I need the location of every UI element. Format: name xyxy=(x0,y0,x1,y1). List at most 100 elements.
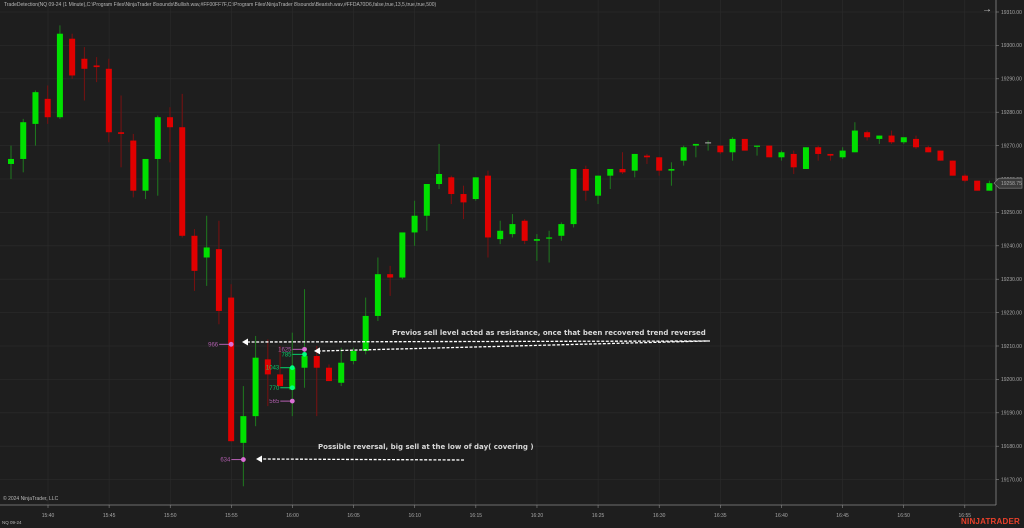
candle-body xyxy=(179,127,186,236)
candle xyxy=(44,85,51,124)
marker-dot xyxy=(228,341,234,347)
time-tick-label: 15:50 xyxy=(164,513,177,519)
candle xyxy=(656,157,663,176)
marker-dot xyxy=(289,365,295,371)
price-tick-label: 19310.00 xyxy=(1001,10,1022,16)
candle xyxy=(130,133,137,198)
candle xyxy=(961,173,968,183)
candle xyxy=(277,346,284,387)
candle-body xyxy=(56,33,63,118)
candle xyxy=(643,153,650,164)
trade-marker-bearish: 1625 xyxy=(278,346,307,353)
candle-body xyxy=(631,153,638,171)
candle xyxy=(595,175,602,205)
candle-body xyxy=(252,357,259,417)
scroll-to-latest-arrow-icon[interactable]: → xyxy=(982,4,992,15)
candle-body xyxy=(497,230,504,240)
arrow-head-icon xyxy=(314,347,321,355)
candle-body xyxy=(607,168,614,176)
candle xyxy=(215,220,222,325)
candle-body xyxy=(937,150,944,161)
candle-body xyxy=(32,92,39,124)
candle xyxy=(423,184,430,231)
candle-body xyxy=(423,184,430,216)
trade-marker-bullish: 1043 xyxy=(266,365,295,372)
candle-body xyxy=(350,351,357,362)
marker-dot xyxy=(289,398,295,404)
price-tick-label: 19250.00 xyxy=(1001,210,1022,216)
candle xyxy=(876,135,883,144)
candle xyxy=(558,222,565,241)
marker-dot xyxy=(289,385,295,391)
candle xyxy=(472,177,479,201)
candle xyxy=(399,232,406,280)
time-tick-label: 16:25 xyxy=(592,513,605,519)
price-tick-label: 19170.00 xyxy=(1001,477,1022,483)
candle-body xyxy=(44,98,51,118)
candle-body xyxy=(509,224,516,235)
arrow-head-icon xyxy=(256,455,263,463)
price-axis[interactable]: 19310.00 19300.00 19290.00 19280.00 19270.00… xyxy=(993,0,1023,505)
annotation-texts: Previos sell level acted as resistance, … xyxy=(318,329,706,451)
candle-body xyxy=(949,160,956,176)
trade-marker-bullish: 785 xyxy=(282,351,307,358)
candle xyxy=(729,137,736,161)
candle-body xyxy=(961,175,968,181)
candle-body xyxy=(460,194,467,203)
candle xyxy=(350,347,357,365)
time-tick-label: 15:40 xyxy=(42,513,55,519)
candle xyxy=(533,234,540,261)
candle-body xyxy=(729,138,736,153)
dashed-arrow xyxy=(256,455,465,463)
price-tick-label: 19230.00 xyxy=(1001,277,1022,283)
candle-body xyxy=(754,145,761,147)
ninjatrader-logo: NINJATRADER xyxy=(961,517,1020,526)
candle-body xyxy=(301,356,308,368)
price-tick-label: 19270.00 xyxy=(1001,143,1022,149)
time-tick-label: 16:40 xyxy=(775,513,788,519)
dashed-arrow xyxy=(242,338,711,346)
candle-body xyxy=(570,168,577,225)
marker-dot xyxy=(240,457,246,462)
price-tick-label: 19210.00 xyxy=(1001,344,1022,350)
candle xyxy=(827,153,834,161)
candle xyxy=(105,58,112,143)
price-tick-label: 19180.00 xyxy=(1001,444,1022,450)
candle xyxy=(118,95,125,168)
time-tick-label: 16:00 xyxy=(286,513,299,519)
candle xyxy=(81,47,88,101)
candle xyxy=(900,137,907,144)
trade-marker-bearish: 634 xyxy=(220,457,246,464)
time-tick-label: 16:45 xyxy=(836,513,849,519)
candle-body xyxy=(387,274,394,278)
candle xyxy=(252,335,259,427)
candle xyxy=(619,152,626,174)
dashed-arrow xyxy=(314,340,708,355)
annotation-arrows xyxy=(242,338,711,463)
time-axis[interactable]: 15:40 15:45 15:50 15:55 16:00 16:05 16:10 16:15… xyxy=(0,504,996,519)
candle xyxy=(839,147,846,159)
candle xyxy=(913,135,920,149)
candle-body xyxy=(802,147,809,169)
candle xyxy=(374,257,381,321)
candle-body xyxy=(790,153,797,168)
candle-body xyxy=(338,362,345,383)
marker-volume-label: 966 xyxy=(208,342,219,348)
candle xyxy=(436,143,443,190)
candle-body xyxy=(986,183,993,191)
price-tick-label: 19200.00 xyxy=(1001,377,1022,383)
candle xyxy=(387,265,394,296)
candle xyxy=(301,289,308,388)
candle-body xyxy=(93,65,100,68)
candle xyxy=(56,25,63,119)
instrument-label: NQ 09-24 xyxy=(2,520,22,525)
candle-body xyxy=(974,180,981,191)
candle-body xyxy=(680,147,687,161)
candle-body xyxy=(741,138,748,151)
candle xyxy=(264,339,271,407)
price-tick-label: 19240.00 xyxy=(1001,244,1022,250)
candle xyxy=(484,170,491,258)
candle xyxy=(668,162,675,186)
candle-body xyxy=(521,220,528,241)
